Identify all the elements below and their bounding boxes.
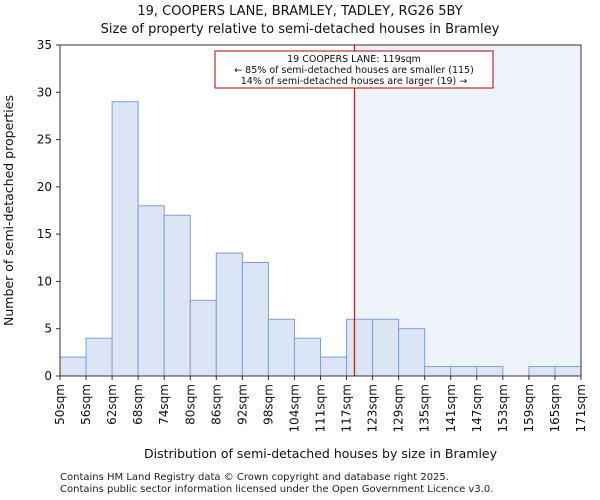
y-tick-label: 5 [44,322,52,336]
x-tick-label: 123sqm [366,384,380,432]
chart-title: 19, COOPERS LANE, BRAMLEY, TADLEY, RG26 … [137,4,463,19]
bar [424,366,452,377]
bar [528,366,556,377]
y-tick-label: 15 [37,227,52,241]
y-tick-label: 25 [37,133,52,147]
y-tick-label: 30 [37,85,52,99]
x-tick-label: 153sqm [496,384,510,432]
x-tick-label: 62sqm [105,384,119,425]
bar [111,101,139,377]
x-tick-label: 56sqm [79,384,93,425]
x-tick-label: 165sqm [548,384,562,432]
footer-line-1: Contains HM Land Registry data © Crown c… [60,472,449,483]
bar [59,356,87,377]
bar [554,366,582,377]
x-tick-label: 92sqm [235,384,249,425]
bar [320,356,348,377]
bar [163,214,191,377]
x-tick-label: 80sqm [183,384,197,425]
x-tick-label: 171sqm [574,384,588,432]
x-tick-label: 86sqm [209,384,223,425]
x-tick-label: 98sqm [261,384,275,425]
y-axis-label: Number of semi-detached properties [1,95,16,326]
annotation-line-1: 19 COOPERS LANE: 119sqm [287,54,421,65]
bar [267,318,295,377]
bar [137,205,165,377]
bar [189,299,217,377]
annotation-box [214,50,494,89]
x-tick-label: 104sqm [287,384,301,432]
y-tick-label: 20 [37,180,52,194]
bar [241,262,269,377]
x-axis-label: Distribution of semi-detached houses by … [144,446,498,461]
y-tick-label: 10 [37,274,52,288]
x-tick-label: 74sqm [157,384,171,425]
x-tick-label: 68sqm [131,384,145,425]
x-tick-label: 147sqm [470,384,484,432]
bar [215,252,243,377]
bar [476,366,504,377]
y-tick-label: 0 [44,369,52,383]
x-tick-label: 129sqm [392,384,406,432]
x-tick-label: 50sqm [53,384,67,425]
x-tick-label: 135sqm [418,384,432,432]
footer-line-2: Contains public sector information licen… [60,484,494,495]
bar [398,328,426,377]
annotation-line-3: 14% of semi-detached houses are larger (… [241,76,468,87]
bar [346,318,374,377]
x-tick-label: 159sqm [522,384,536,432]
bar [293,337,322,377]
chart-subtitle: Size of property relative to semi-detach… [100,22,500,37]
annotation-line-2: ← 85% of semi-detached houses are smalle… [234,65,474,76]
bar [372,318,400,377]
x-tick-label: 111sqm [314,384,328,432]
x-tick-label: 117sqm [340,384,354,432]
bar [85,337,113,377]
x-tick-label: 141sqm [444,384,458,432]
y-tick-label: 35 [37,38,52,52]
bar [450,366,478,377]
